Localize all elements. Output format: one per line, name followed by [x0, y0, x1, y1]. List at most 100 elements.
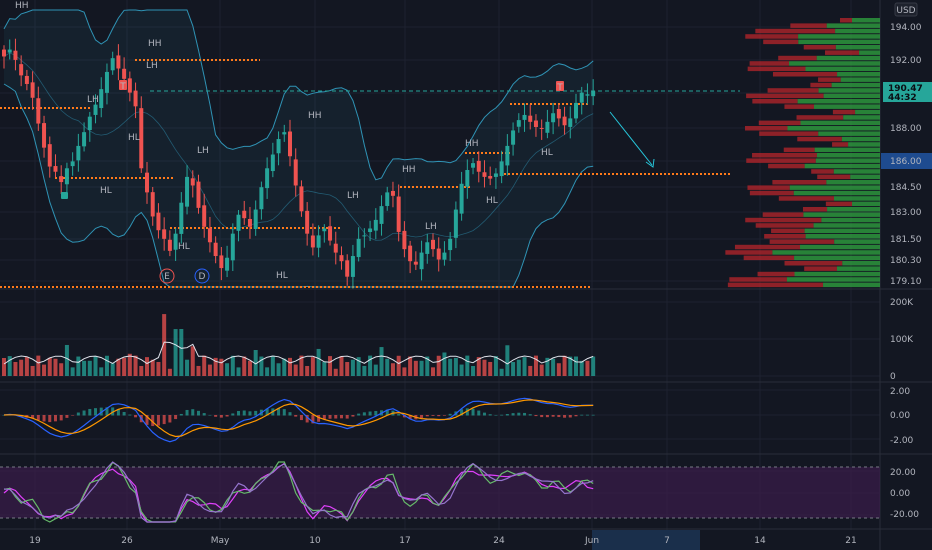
volume-bar-6: [36, 355, 41, 376]
vp-up-35: [827, 207, 880, 212]
swing-label-0: HH: [15, 1, 29, 11]
macd-hist-5: [31, 415, 35, 419]
volume-bar-3: [19, 359, 24, 376]
volume-bar-70: [402, 367, 407, 376]
vp-up-19: [800, 120, 880, 126]
macd-hist-36: [208, 414, 212, 416]
macd-hist-25: [145, 415, 149, 425]
macd-hist-16: [94, 408, 98, 416]
macd-hist-23: [134, 415, 138, 418]
countdown-timer: 44:32: [888, 93, 917, 103]
candle-body-41: [236, 214, 241, 231]
vp-up-40: [805, 234, 880, 239]
volume-bar-22: [127, 353, 132, 376]
vp-up-17: [855, 109, 880, 115]
macd-hist-12: [71, 415, 75, 416]
time-tick-5: 24: [493, 536, 505, 546]
projection-arrow: [609, 111, 655, 168]
candle-body-23: [133, 90, 138, 107]
macd-hist-91: [523, 412, 527, 416]
price-pane[interactable]: HH LH HL HH HL LH HL HL HH LH HH HL LH HL HH LH T T E D: [0, 1, 880, 289]
candle-body-30: [173, 233, 178, 250]
volume-bar-49: [282, 358, 287, 376]
candle-body-83: [476, 160, 481, 172]
macd-hist-43: [248, 411, 252, 416]
vp-down-47: [757, 271, 795, 277]
vp-down-0: [840, 18, 852, 23]
vp-up-25: [816, 153, 880, 158]
macd-hist-98: [563, 415, 567, 418]
volume-pane[interactable]: [2, 314, 596, 376]
volume-bar-5: [30, 365, 35, 376]
bollinger-bands: [3, 9, 594, 288]
oscillator-pane[interactable]: [0, 461, 880, 523]
candle-body-26: [150, 192, 155, 217]
volume-bar-92: [528, 365, 533, 376]
volume-bar-9: [53, 358, 58, 376]
macd-hist-87: [500, 414, 504, 416]
candle-body-49: [282, 132, 287, 135]
vp-up-7: [816, 55, 880, 61]
candle-body-67: [385, 192, 390, 206]
vp-up-11: [840, 77, 880, 82]
vp-up-38: [813, 223, 880, 228]
volume-bar-10: [59, 363, 64, 376]
macd-hist-101: [580, 414, 584, 416]
macd-hist-28: [162, 415, 166, 425]
currency-badge[interactable]: [894, 2, 918, 17]
candle-body-56: [322, 228, 327, 232]
macd-hist-57: [328, 415, 332, 419]
vp-up-26: [815, 158, 880, 163]
marker-T-1: [556, 81, 564, 91]
volume-bar-101: [579, 360, 584, 376]
volume-bar-103: [591, 356, 596, 376]
macd-hist-14: [82, 410, 86, 416]
candle-body-3: [19, 64, 24, 76]
pane1-tick-0: 200K: [890, 298, 914, 308]
last-price-box: [883, 82, 932, 102]
volume-bar-28: [162, 314, 167, 376]
swing-label-3: HH: [148, 39, 162, 49]
vp-down-46: [804, 266, 837, 271]
vp-down-37: [745, 217, 822, 223]
candle-body-53: [305, 210, 310, 234]
macd-hist-59: [339, 415, 343, 419]
volume-bar-52: [299, 355, 304, 376]
macd-hist-88: [505, 414, 509, 416]
candle-body-22: [127, 78, 132, 93]
volume-bar-76: [436, 355, 441, 376]
candle-body-18: [104, 71, 109, 93]
swing-label-15: LH: [146, 61, 158, 71]
candle-body-57: [328, 226, 333, 241]
macd-pane[interactable]: [2, 397, 595, 443]
vp-down-30: [772, 180, 827, 185]
candle-body-7: [42, 123, 47, 148]
vp-up-16: [814, 104, 880, 109]
volume-bar-15: [87, 360, 92, 376]
vp-down-42: [734, 244, 801, 250]
vp-down-11: [818, 77, 841, 82]
vp-up-4: [798, 39, 880, 45]
macd-hist-78: [448, 413, 452, 416]
volume-bar-64: [368, 355, 373, 376]
time-axis[interactable]: 19 26 May 10 17 24 Jun 7 14 21: [29, 530, 857, 550]
vp-down-45: [784, 261, 843, 266]
candle-body-5: [30, 82, 35, 98]
volume-bar-88: [505, 345, 510, 376]
macd-hist-77: [442, 415, 446, 416]
pane1-tick-1: 100K: [890, 335, 914, 345]
macd-hist-30: [174, 415, 178, 420]
pane3-tick-0: 20.00: [890, 468, 916, 478]
vp-up-42: [800, 244, 880, 250]
volume-bar-27: [156, 361, 161, 376]
macd-hist-9: [53, 415, 57, 422]
vp-up-43: [772, 250, 880, 255]
price-tick-1: 192.00: [890, 56, 922, 66]
vp-down-31: [747, 185, 790, 190]
volume-bar-81: [465, 355, 470, 376]
volume-bar-16: [93, 356, 98, 376]
vp-down-27: [768, 163, 805, 169]
swing-label-7: HL: [276, 271, 288, 281]
time-tick-9: 21: [845, 536, 856, 546]
